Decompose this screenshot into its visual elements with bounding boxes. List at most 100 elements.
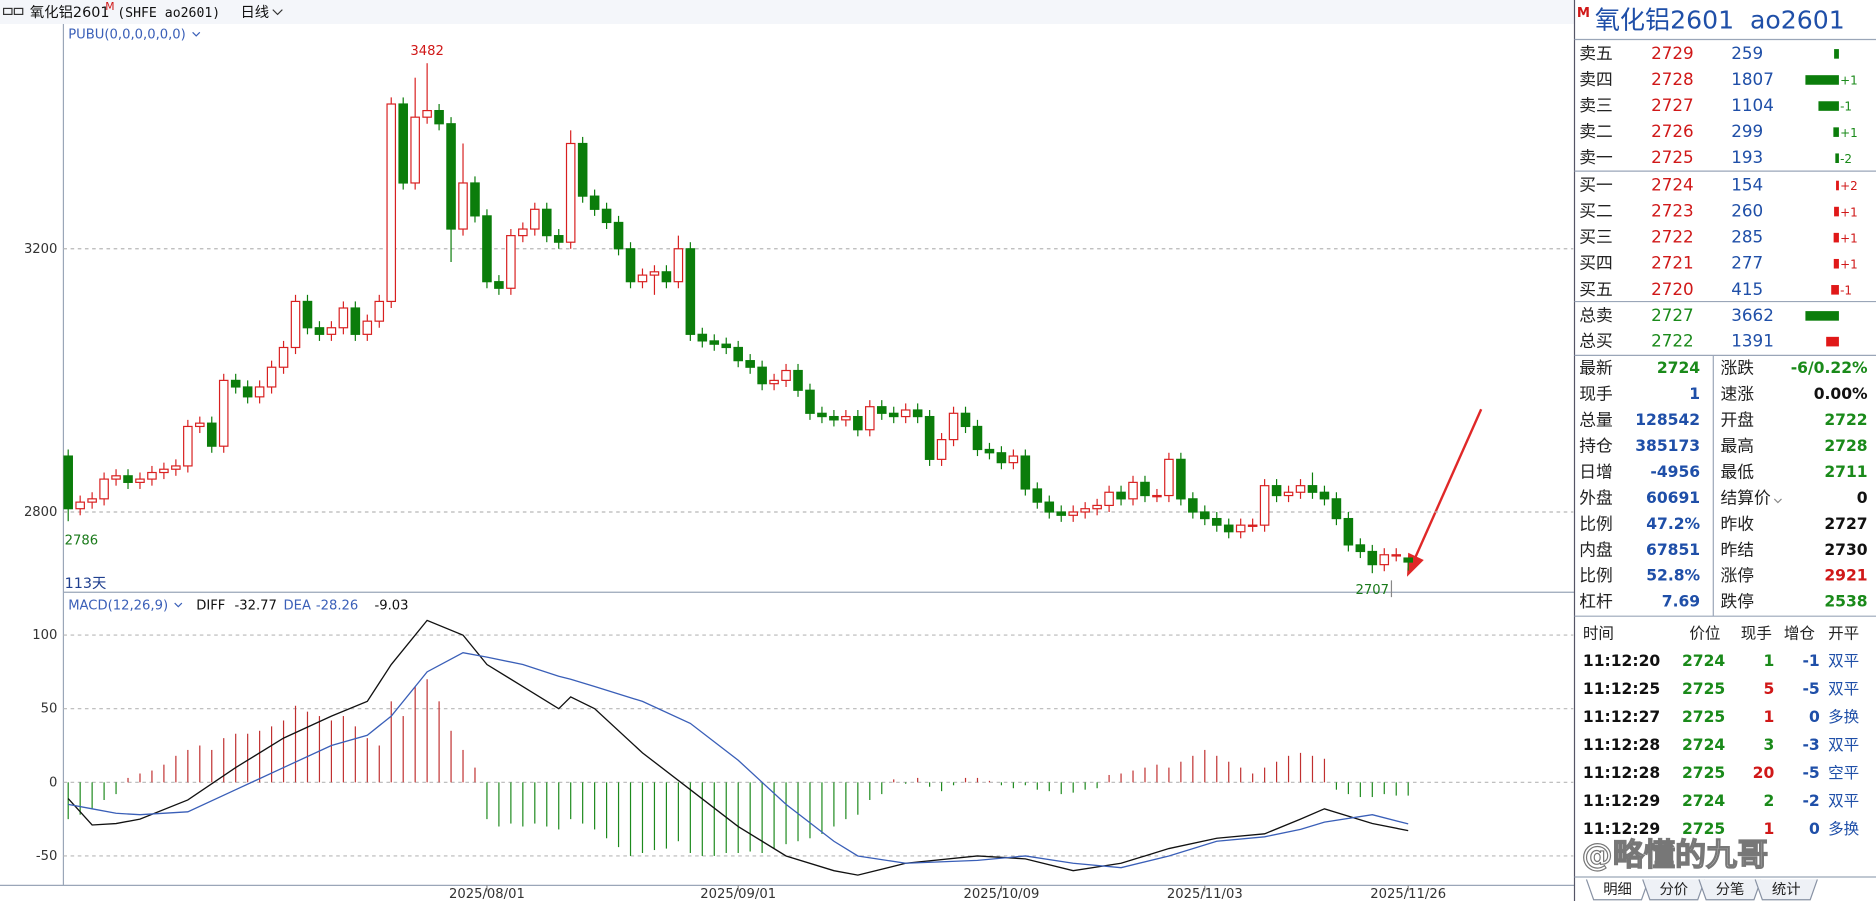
- chevron[interactable]: [192, 31, 201, 37]
- tab[interactable]: [1754, 879, 1818, 901]
- candle-body: [829, 415, 839, 421]
- candle-body: [494, 281, 504, 289]
- candle-body: [374, 300, 385, 322]
- stat-label: 杠杆: [1579, 591, 1613, 611]
- tab[interactable]: [1642, 879, 1706, 901]
- stat-label: 持仓: [1579, 435, 1613, 455]
- book-change: +1: [1840, 74, 1858, 88]
- candle-body: [1140, 481, 1150, 497]
- candle-body: [733, 346, 743, 362]
- candle-body: [589, 195, 600, 210]
- stat-value: 1: [1689, 385, 1700, 403]
- tab-label[interactable]: 统计: [1772, 881, 1801, 898]
- tab-label[interactable]: 分笔: [1716, 881, 1745, 898]
- book-label: 买五: [1579, 279, 1613, 299]
- candle-body: [757, 366, 767, 385]
- book-volume: 193: [1731, 147, 1763, 167]
- indicator-name[interactable]: MACD(12,26,9): [68, 598, 168, 613]
- tab-label[interactable]: 分价: [1659, 881, 1688, 898]
- candle-body: [1391, 554, 1402, 557]
- stat-label: 结算价: [1720, 487, 1771, 507]
- tab[interactable]: [1585, 879, 1650, 901]
- candle-body: [781, 369, 791, 381]
- book-price: 2725: [1651, 147, 1694, 167]
- candle-body: [817, 412, 827, 418]
- stat-label: 内盘: [1579, 539, 1613, 559]
- tab-label[interactable]: 明细: [1603, 881, 1632, 898]
- stat-value: 2728: [1824, 437, 1867, 455]
- link-icon[interactable]: [13, 7, 24, 16]
- book-volume: 285: [1731, 227, 1763, 247]
- candle-body: [302, 300, 313, 329]
- high-label: 3482: [410, 44, 443, 59]
- book-volume: 277: [1731, 253, 1763, 273]
- chevron[interactable]: [272, 9, 283, 16]
- candle-body: [721, 343, 732, 349]
- candle-body: [410, 116, 420, 184]
- chevron[interactable]: [1773, 498, 1782, 504]
- symbol-name: 氧化铝2601: [30, 4, 110, 21]
- candle-body: [1331, 498, 1342, 520]
- trade-qty: 1: [1763, 820, 1774, 838]
- candle-body: [1044, 501, 1055, 513]
- chevron[interactable]: [174, 602, 183, 608]
- candle-body: [1379, 554, 1390, 566]
- book-label: 卖二: [1579, 121, 1613, 141]
- book-price: 2721: [1651, 253, 1694, 273]
- book-price: 2720: [1651, 279, 1694, 299]
- trade-qty: 2: [1763, 792, 1774, 810]
- x-tick-label: 2025/11/26: [1370, 887, 1446, 901]
- trade-oi: -1: [1802, 652, 1819, 670]
- volume-bar: [1805, 311, 1839, 321]
- book-label: 买二: [1579, 201, 1613, 221]
- candle-body: [541, 208, 552, 237]
- stat-value: 0: [1857, 489, 1868, 507]
- tab[interactable]: [1698, 879, 1762, 901]
- candle-body: [75, 501, 85, 510]
- candle-body: [577, 142, 588, 197]
- trades-header: 价位: [1689, 625, 1720, 643]
- symbol-code: (SHFE ao2601): [117, 6, 220, 21]
- indicator-name[interactable]: PUBU(0,0,0,0,0,0): [68, 28, 186, 43]
- x-tick-label: 2025/09/01: [700, 887, 776, 901]
- trade-oi: 0: [1809, 708, 1820, 726]
- book-label: 卖一: [1579, 147, 1613, 167]
- candle-body: [1403, 557, 1413, 563]
- candle-body: [1092, 504, 1102, 510]
- candle-body: [805, 389, 815, 414]
- trade-type: 双平: [1828, 792, 1859, 810]
- book-volume: 154: [1731, 174, 1763, 194]
- symbol-flag: M: [105, 0, 114, 13]
- candle-body: [422, 109, 432, 118]
- candle-body: [697, 333, 708, 342]
- candle-body: [362, 320, 373, 335]
- book-label: 卖五: [1579, 43, 1613, 63]
- watermark: @略懂的九哥: [1582, 838, 1769, 874]
- period-selector[interactable]: 日线: [240, 4, 269, 21]
- candle-body: [900, 409, 911, 418]
- link-icon[interactable]: [2, 7, 13, 16]
- book-price: 2726: [1651, 121, 1694, 141]
- candle-body: [924, 415, 935, 460]
- candle-body: [458, 182, 468, 230]
- candle-body: [506, 235, 516, 289]
- book-price: 2722: [1651, 227, 1694, 247]
- candle-body: [159, 468, 169, 474]
- candle-body: [1307, 485, 1318, 493]
- candle-body: [314, 327, 325, 335]
- stat-value: 2724: [1657, 359, 1700, 377]
- candle-body: [793, 369, 803, 391]
- trade-type: 双平: [1828, 652, 1859, 670]
- candle-body: [266, 366, 277, 388]
- book-label: 总买: [1579, 331, 1613, 351]
- candle-body: [338, 307, 349, 329]
- low-label: 2707: [1356, 583, 1389, 598]
- trade-qty: 5: [1763, 680, 1774, 698]
- candle-body: [63, 455, 73, 510]
- trade-oi: -5: [1802, 680, 1819, 698]
- volume-bar: [1826, 336, 1839, 347]
- book-price: 2724: [1651, 174, 1694, 194]
- book-price: 2728: [1651, 69, 1694, 89]
- book-label: 买一: [1579, 174, 1613, 194]
- candle-body: [1008, 455, 1019, 464]
